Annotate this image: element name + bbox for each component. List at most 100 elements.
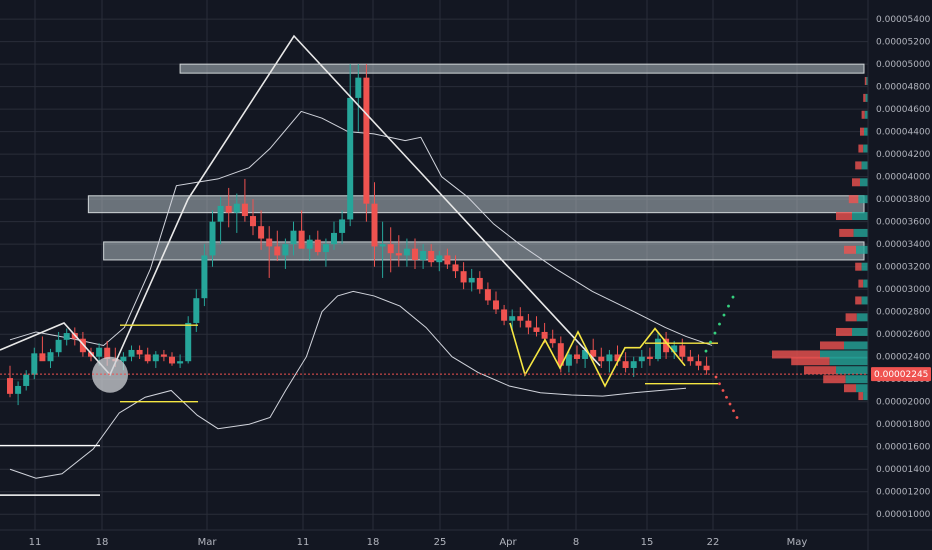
candle-body — [638, 356, 645, 362]
candle-body — [395, 253, 402, 256]
volume-bar-buy — [860, 178, 868, 187]
y-tick-label: 0.00001200 — [876, 488, 931, 498]
volume-bar-sell — [791, 357, 830, 366]
candle-body — [420, 250, 427, 260]
x-tick-label: 11 — [29, 537, 42, 548]
y-tick-label: 0.00004600 — [876, 105, 931, 115]
candle-body — [484, 289, 491, 301]
x-tick-label: May — [787, 537, 808, 548]
volume-bar-buy — [865, 93, 868, 102]
candle-body — [63, 333, 70, 340]
volume-bar-sell — [858, 279, 864, 288]
candle-body — [185, 322, 192, 362]
projection-dot-down — [718, 382, 721, 386]
y-tick-label: 0.00005600 — [876, 0, 931, 3]
y-tick-label: 0.00005000 — [876, 60, 931, 70]
bollinger-bands — [9, 110, 713, 479]
candle-body — [428, 250, 435, 263]
volume-bar-sell — [855, 296, 862, 305]
candle-body — [687, 356, 694, 362]
candle-body — [104, 347, 111, 359]
candle-body — [363, 77, 370, 204]
volume-profile — [772, 77, 868, 401]
y-tick-label: 0.00004200 — [876, 150, 931, 160]
candle-body — [298, 230, 305, 249]
candle-body — [339, 219, 346, 233]
candle-body — [39, 353, 46, 362]
candle-body — [655, 338, 661, 359]
current-price-label: 0.00002245 — [874, 370, 928, 380]
y-tick-label: 0.00004800 — [876, 83, 931, 93]
y-tick-label: 0.00003400 — [876, 240, 931, 250]
candle-body — [233, 203, 240, 213]
projection-dot-up — [727, 304, 730, 308]
volume-bar-sell — [844, 384, 856, 393]
volume-bar-sell — [836, 212, 852, 221]
x-tick-label: 25 — [434, 537, 447, 548]
projection-dot-up — [704, 349, 708, 353]
candle-body — [201, 255, 208, 299]
volume-bar-sell — [772, 350, 820, 359]
candle-body — [314, 239, 321, 253]
volume-bar-buy — [856, 313, 868, 322]
candle-body — [274, 246, 281, 256]
volume-bar-sell — [845, 313, 857, 322]
candle-body — [55, 339, 62, 353]
candle-body — [177, 361, 184, 364]
volume-bar-sell — [855, 161, 862, 170]
candle-body — [355, 77, 362, 98]
projection-dot-down — [725, 395, 728, 399]
volume-bar-sell — [836, 327, 852, 336]
resistance-zone — [103, 241, 865, 261]
volume-bar-sell — [852, 178, 860, 187]
candle-body — [509, 316, 516, 321]
candle-body — [646, 356, 653, 359]
candle-body — [525, 320, 532, 328]
candle-body — [209, 221, 216, 256]
volume-bar-sell — [864, 77, 867, 86]
projection-dot-down — [732, 409, 735, 413]
candle-body — [590, 349, 597, 357]
candles — [7, 64, 710, 406]
upper-band — [9, 110, 713, 346]
projection-dot-up — [709, 340, 712, 344]
candle-body — [160, 354, 167, 357]
candle-body — [225, 205, 232, 213]
volume-bar-buy — [856, 384, 868, 393]
candle-body — [15, 385, 22, 394]
candle-body — [379, 244, 386, 247]
volume-bar-buy — [861, 161, 868, 170]
candle-body — [517, 316, 524, 321]
y-tick-label: 0.00004400 — [876, 128, 931, 138]
candle-body — [136, 349, 143, 355]
candle-body — [622, 361, 629, 368]
y-tick-label: 0.00003200 — [876, 263, 931, 273]
projection-dot-down — [721, 389, 725, 392]
volume-bar-buy — [863, 279, 868, 288]
candle-body — [282, 244, 289, 256]
volume-bar-buy — [856, 245, 868, 254]
volume-bar-buy — [858, 195, 868, 204]
candle-body — [412, 248, 418, 260]
volume-bar-buy — [861, 262, 868, 271]
y-tick-label: 0.00003000 — [876, 285, 931, 295]
volume-bar-buy — [820, 350, 868, 359]
volume-bar-buy — [845, 375, 868, 384]
volume-bar-buy — [864, 127, 868, 136]
x-tick-label: 18 — [367, 537, 380, 548]
y-tick-label: 0.00002000 — [876, 398, 931, 408]
candle-body — [541, 331, 548, 339]
candle-body — [663, 338, 670, 353]
candle-body — [444, 255, 451, 265]
candle-body — [258, 226, 265, 239]
projection-dot-up — [722, 313, 726, 317]
candle-body — [331, 232, 337, 245]
candle-body — [493, 300, 499, 310]
projection-dot-down — [735, 416, 739, 419]
x-tick-label: 22 — [707, 537, 720, 548]
candle-body — [630, 361, 637, 368]
volume-bar-buy — [852, 327, 868, 336]
candle-body — [128, 349, 135, 357]
